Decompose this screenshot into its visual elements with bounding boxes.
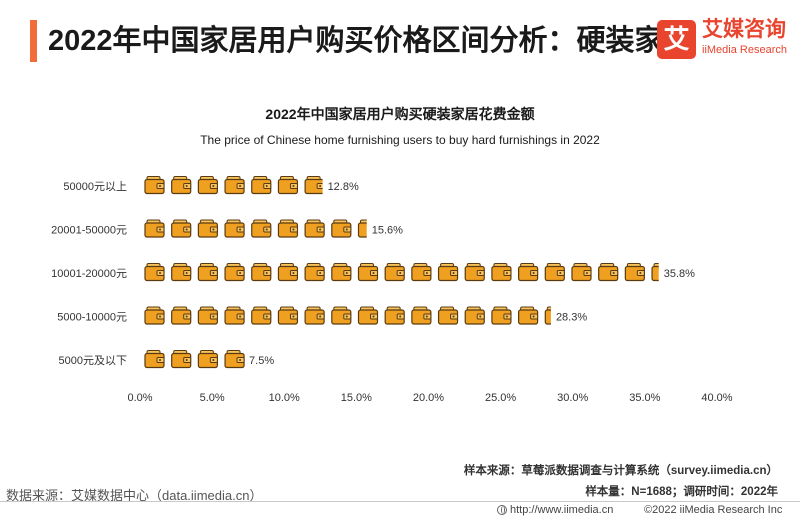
wallet-icon <box>624 263 645 282</box>
wallet-icon <box>384 263 405 282</box>
wallet-icon <box>464 263 485 282</box>
category-label: 10001-20000元 <box>51 268 127 280</box>
wallet-icon <box>384 306 405 325</box>
x-tick-label: 10.0% <box>269 392 300 404</box>
chart-row: 5000-10000元 28.3% <box>57 306 587 325</box>
wallet-icon <box>144 176 165 195</box>
logo-mark-icon: 艾 <box>657 20 696 59</box>
wallet-icon <box>224 306 245 325</box>
wallet-icon <box>197 219 218 238</box>
wallet-icon <box>251 263 272 282</box>
wallet-icon <box>224 219 245 238</box>
wallet-icon <box>411 263 432 282</box>
wallet-icon <box>224 350 245 369</box>
wallet-icon <box>304 306 325 325</box>
wallet-icon <box>437 306 459 325</box>
wallet-icon <box>171 176 192 195</box>
iimedia-logo: 艾 艾媒咨询 iiMedia Research <box>657 17 797 63</box>
sample-size-note: 样本量：N=1688；调研时间：2022年 <box>585 486 778 498</box>
x-tick-label: 5.0% <box>200 392 225 404</box>
x-tick-label: 25.0% <box>485 392 516 404</box>
wallet-icon <box>277 219 299 238</box>
footer-url-text: http://www.iimedia.cn <box>510 504 614 516</box>
wallet-icon <box>144 350 165 369</box>
data-source: 数据来源：艾媒数据中心（data.iimedia.cn） <box>6 488 263 503</box>
value-label: 28.3% <box>556 312 587 324</box>
wallet-icon <box>464 306 485 325</box>
wallet-icon <box>304 219 325 238</box>
wallet-icon <box>277 176 299 195</box>
globe-icon <box>497 505 507 515</box>
wallet-icon <box>491 306 512 325</box>
wallet-icon <box>304 263 325 282</box>
wallet-icon <box>144 219 165 238</box>
chart-row: 5000元及以下 7.5% <box>59 350 274 369</box>
footer-divider <box>0 501 800 502</box>
wallet-icon <box>224 263 245 282</box>
category-label: 5000-10000元 <box>57 312 127 324</box>
value-label: 35.8% <box>664 268 695 280</box>
wallet-icon <box>518 306 539 325</box>
wallet-icon <box>491 263 512 282</box>
wallet-icon <box>197 306 218 325</box>
value-label: 7.5% <box>249 355 274 367</box>
wallet-icon <box>331 219 352 238</box>
wallet-icon <box>171 350 192 369</box>
chart-row: 20001-50000元 15.6% <box>51 219 403 238</box>
wallet-icon <box>251 219 272 238</box>
wallet-icon <box>357 219 367 238</box>
title-accent-bar <box>30 20 37 62</box>
wallet-icon <box>331 306 352 325</box>
wallet-icon <box>277 306 299 325</box>
wallet-icon <box>571 263 592 282</box>
wallet-icon <box>171 263 192 282</box>
wallet-icon <box>224 176 245 195</box>
category-label: 5000元及以下 <box>59 355 127 367</box>
wallet-icon <box>277 263 299 282</box>
wallet-icon <box>651 263 659 282</box>
wallet-icon <box>518 263 539 282</box>
category-label: 20001-50000元 <box>51 225 127 237</box>
value-label: 15.6% <box>372 225 403 237</box>
wallet-icon <box>197 350 218 369</box>
sample-source-note: 样本来源：草莓派数据调查与计算系统（survey.iimedia.cn） <box>463 465 778 477</box>
chart-title: 2022年中国家居用户购买硬装家居花费金额 <box>265 106 535 122</box>
page-title: 2022年中国家居用户购买价格区间分析：硬装家居 <box>48 25 693 57</box>
wallet-icon <box>331 263 352 282</box>
x-tick-label: 0.0% <box>127 392 152 404</box>
footer-url-link[interactable]: http://www.iimedia.cn <box>497 504 613 516</box>
footer-copyright: ©2022 iiMedia Research Inc <box>644 504 783 516</box>
chart-row: 50000元以上 12.8% <box>63 176 359 195</box>
wallet-icon <box>357 306 379 325</box>
wallet-icon <box>304 176 323 195</box>
wallet-icon <box>598 263 619 282</box>
category-label: 50000元以上 <box>63 180 127 193</box>
wallet-icon <box>357 263 379 282</box>
x-tick-label: 40.0% <box>701 392 732 404</box>
wallet-icon <box>144 306 165 325</box>
value-label: 12.8% <box>328 181 359 193</box>
wallet-icon <box>144 263 165 282</box>
wallet-icon <box>437 263 459 282</box>
x-tick-label: 30.0% <box>557 392 588 404</box>
x-tick-label: 15.0% <box>341 392 372 404</box>
wallet-icon <box>171 219 192 238</box>
wallet-icon <box>411 306 432 325</box>
wallet-icon <box>544 306 551 325</box>
chart-subtitle: The price of Chinese home furnishing use… <box>200 133 600 147</box>
wallet-icon <box>251 306 272 325</box>
wallet-icon <box>251 176 272 195</box>
logo-name-cn: 艾媒咨询 <box>702 18 786 41</box>
x-tick-label: 20.0% <box>413 392 444 404</box>
wallet-icon <box>544 263 565 282</box>
logo-name-en: iiMedia Research <box>702 44 787 56</box>
wallet-icon <box>171 306 192 325</box>
wallet-icon <box>197 176 218 195</box>
wallet-icon <box>197 263 218 282</box>
x-tick-label: 35.0% <box>629 392 660 404</box>
chart-row: 10001-20000元 35.8% <box>51 263 695 282</box>
